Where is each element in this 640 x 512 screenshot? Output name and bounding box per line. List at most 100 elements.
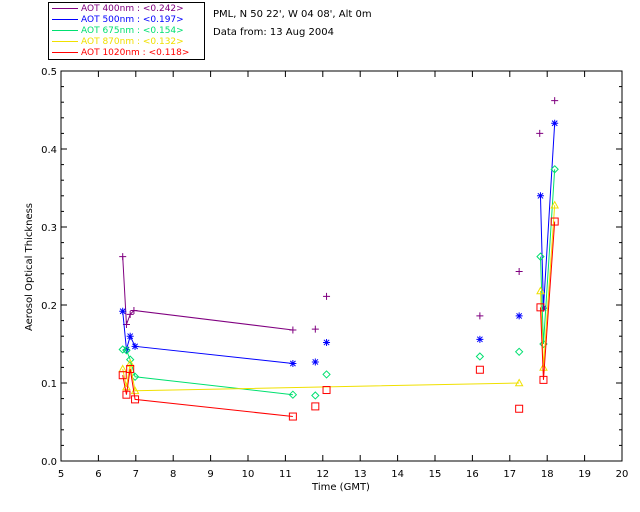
series-line-aot-1020nm <box>122 368 293 418</box>
x-tick-label: 16 <box>466 469 479 480</box>
data-point-aot-1020nm <box>550 217 559 226</box>
plot-frame <box>60 70 623 462</box>
y-tick-label: 0.4 <box>41 145 57 156</box>
data-point-aot-870nm <box>550 200 560 209</box>
x-tick-label: 18 <box>541 469 554 480</box>
data-point-aot-1020nm <box>322 386 331 395</box>
date-info: Data from: 13 Aug 2004 <box>213 27 334 38</box>
data-point-aot-400nm <box>126 310 134 318</box>
legend-item-870nm: AOT 870nm : <0.132> <box>52 37 184 48</box>
data-point-aot-1020nm <box>126 364 135 373</box>
data-point-aot-500nm <box>476 335 484 343</box>
series-aot-400nm <box>119 97 559 334</box>
y-tick-label: 0.5 <box>41 67 57 78</box>
x-tick-label: 5 <box>58 469 64 480</box>
series-line-aot-1020nm <box>539 221 556 380</box>
plot-series <box>118 97 560 421</box>
x-tick-label: 11 <box>279 469 292 480</box>
x-tick-label: 20 <box>616 469 629 480</box>
data-point-aot-1020nm <box>475 365 484 374</box>
legend-label-500nm: AOT 500nm : <0.197> <box>81 15 184 25</box>
x-axis-label: Time (GMT) <box>311 482 370 493</box>
legend-swatch-500nm <box>52 19 78 20</box>
legend-label-675nm: AOT 675nm : <0.154> <box>81 26 184 36</box>
data-point-aot-1020nm <box>539 375 548 384</box>
data-point-aot-1020nm <box>311 402 320 411</box>
y-axis-label: Aerosol Optical Thickness <box>24 203 35 331</box>
plot-axes: 5 6 7 8 9 10 11 12 13 14 15 16 17 18 19 20 0.0 0.1 0.2 0.3 0… <box>41 67 628 480</box>
x-tick-label: 17 <box>503 469 516 480</box>
data-point-aot-675nm <box>536 252 545 261</box>
data-point-aot-500nm <box>311 358 319 366</box>
series-line-aot-400nm <box>122 256 293 331</box>
y-tick-label: 0.2 <box>41 301 57 312</box>
data-point-aot-1020nm <box>288 412 297 421</box>
legend: AOT 400nm : <0.242> AOT 500nm : <0.197> … <box>48 2 205 60</box>
x-tick-label: 19 <box>578 469 591 480</box>
legend-swatch-870nm <box>52 41 78 42</box>
y-tick-label: 0.0 <box>41 457 57 468</box>
data-point-aot-500nm <box>539 304 547 312</box>
data-point-aot-400nm <box>551 97 559 105</box>
data-point-aot-675nm <box>288 390 298 399</box>
x-tick-label: 13 <box>354 469 367 480</box>
legend-item-500nm: AOT 500nm : <0.197> <box>52 15 184 26</box>
data-point-aot-500nm <box>119 307 127 315</box>
y-tick-label: 0.1 <box>41 379 57 390</box>
data-point-aot-500nm <box>551 119 559 127</box>
data-point-aot-1020nm <box>118 371 127 380</box>
data-point-aot-400nm <box>130 306 138 314</box>
x-tick-label: 6 <box>95 469 101 480</box>
legend-item-675nm: AOT 675nm : <0.154> <box>52 26 184 37</box>
data-point-aot-870nm <box>514 378 524 387</box>
series-aot-870nm <box>118 200 560 395</box>
legend-swatch-675nm <box>52 30 78 31</box>
data-point-aot-400nm <box>119 253 127 261</box>
x-tick-label: 15 <box>429 469 442 480</box>
data-point-aot-500nm <box>289 360 297 367</box>
data-point-aot-1020nm <box>122 390 131 399</box>
legend-swatch-1020nm <box>52 52 78 53</box>
series-line-aot-870nm <box>122 363 520 392</box>
data-point-aot-675nm <box>550 165 559 174</box>
data-point-aot-1020nm <box>536 303 545 312</box>
x-tick-label: 7 <box>133 469 139 480</box>
data-point-aot-675nm <box>125 355 135 364</box>
series-line-aot-870nm <box>539 205 556 368</box>
data-point-aot-400nm <box>323 292 331 300</box>
x-tick-label: 14 <box>391 469 404 480</box>
data-point-aot-400nm <box>476 312 484 320</box>
data-point-aot-675nm <box>475 352 485 361</box>
data-point-aot-400nm <box>289 326 297 334</box>
data-point-aot-675nm <box>311 391 320 400</box>
data-point-aot-500nm <box>131 342 139 350</box>
data-point-aot-500nm <box>536 192 544 200</box>
data-point-aot-400nm <box>536 129 544 137</box>
legend-swatch-400nm <box>52 8 78 9</box>
data-point-aot-500nm <box>515 312 523 320</box>
series-aot-500nm <box>119 119 559 367</box>
x-tick-label: 12 <box>316 469 329 480</box>
data-point-aot-1020nm <box>515 404 524 413</box>
x-tick-label: 10 <box>242 469 255 480</box>
legend-item-400nm: AOT 400nm : <0.242> <box>52 4 184 15</box>
series-aot-675nm <box>118 165 559 400</box>
data-point-aot-675nm <box>514 347 524 357</box>
legend-label-1020nm: AOT 1020nm : <0.118> <box>81 48 190 58</box>
site-info: PML, N 50 22', W 04 08', Alt 0m <box>213 9 372 20</box>
data-point-aot-675nm <box>122 346 131 355</box>
legend-label-400nm: AOT 400nm : <0.242> <box>81 4 184 14</box>
data-point-aot-400nm <box>515 267 523 275</box>
x-tick-label: 8 <box>170 469 176 480</box>
x-tick-label: 9 <box>207 469 213 480</box>
data-point-aot-400nm <box>311 325 319 333</box>
legend-label-870nm: AOT 870nm : <0.132> <box>81 37 184 47</box>
data-point-aot-1020nm <box>131 395 140 404</box>
data-point-aot-500nm <box>126 332 134 340</box>
data-point-aot-500nm <box>323 338 331 346</box>
data-point-aot-870nm <box>125 358 135 367</box>
y-tick-label: 0.3 <box>41 223 57 234</box>
series-aot-1020nm <box>118 217 559 421</box>
series-line-aot-675nm <box>539 169 556 345</box>
